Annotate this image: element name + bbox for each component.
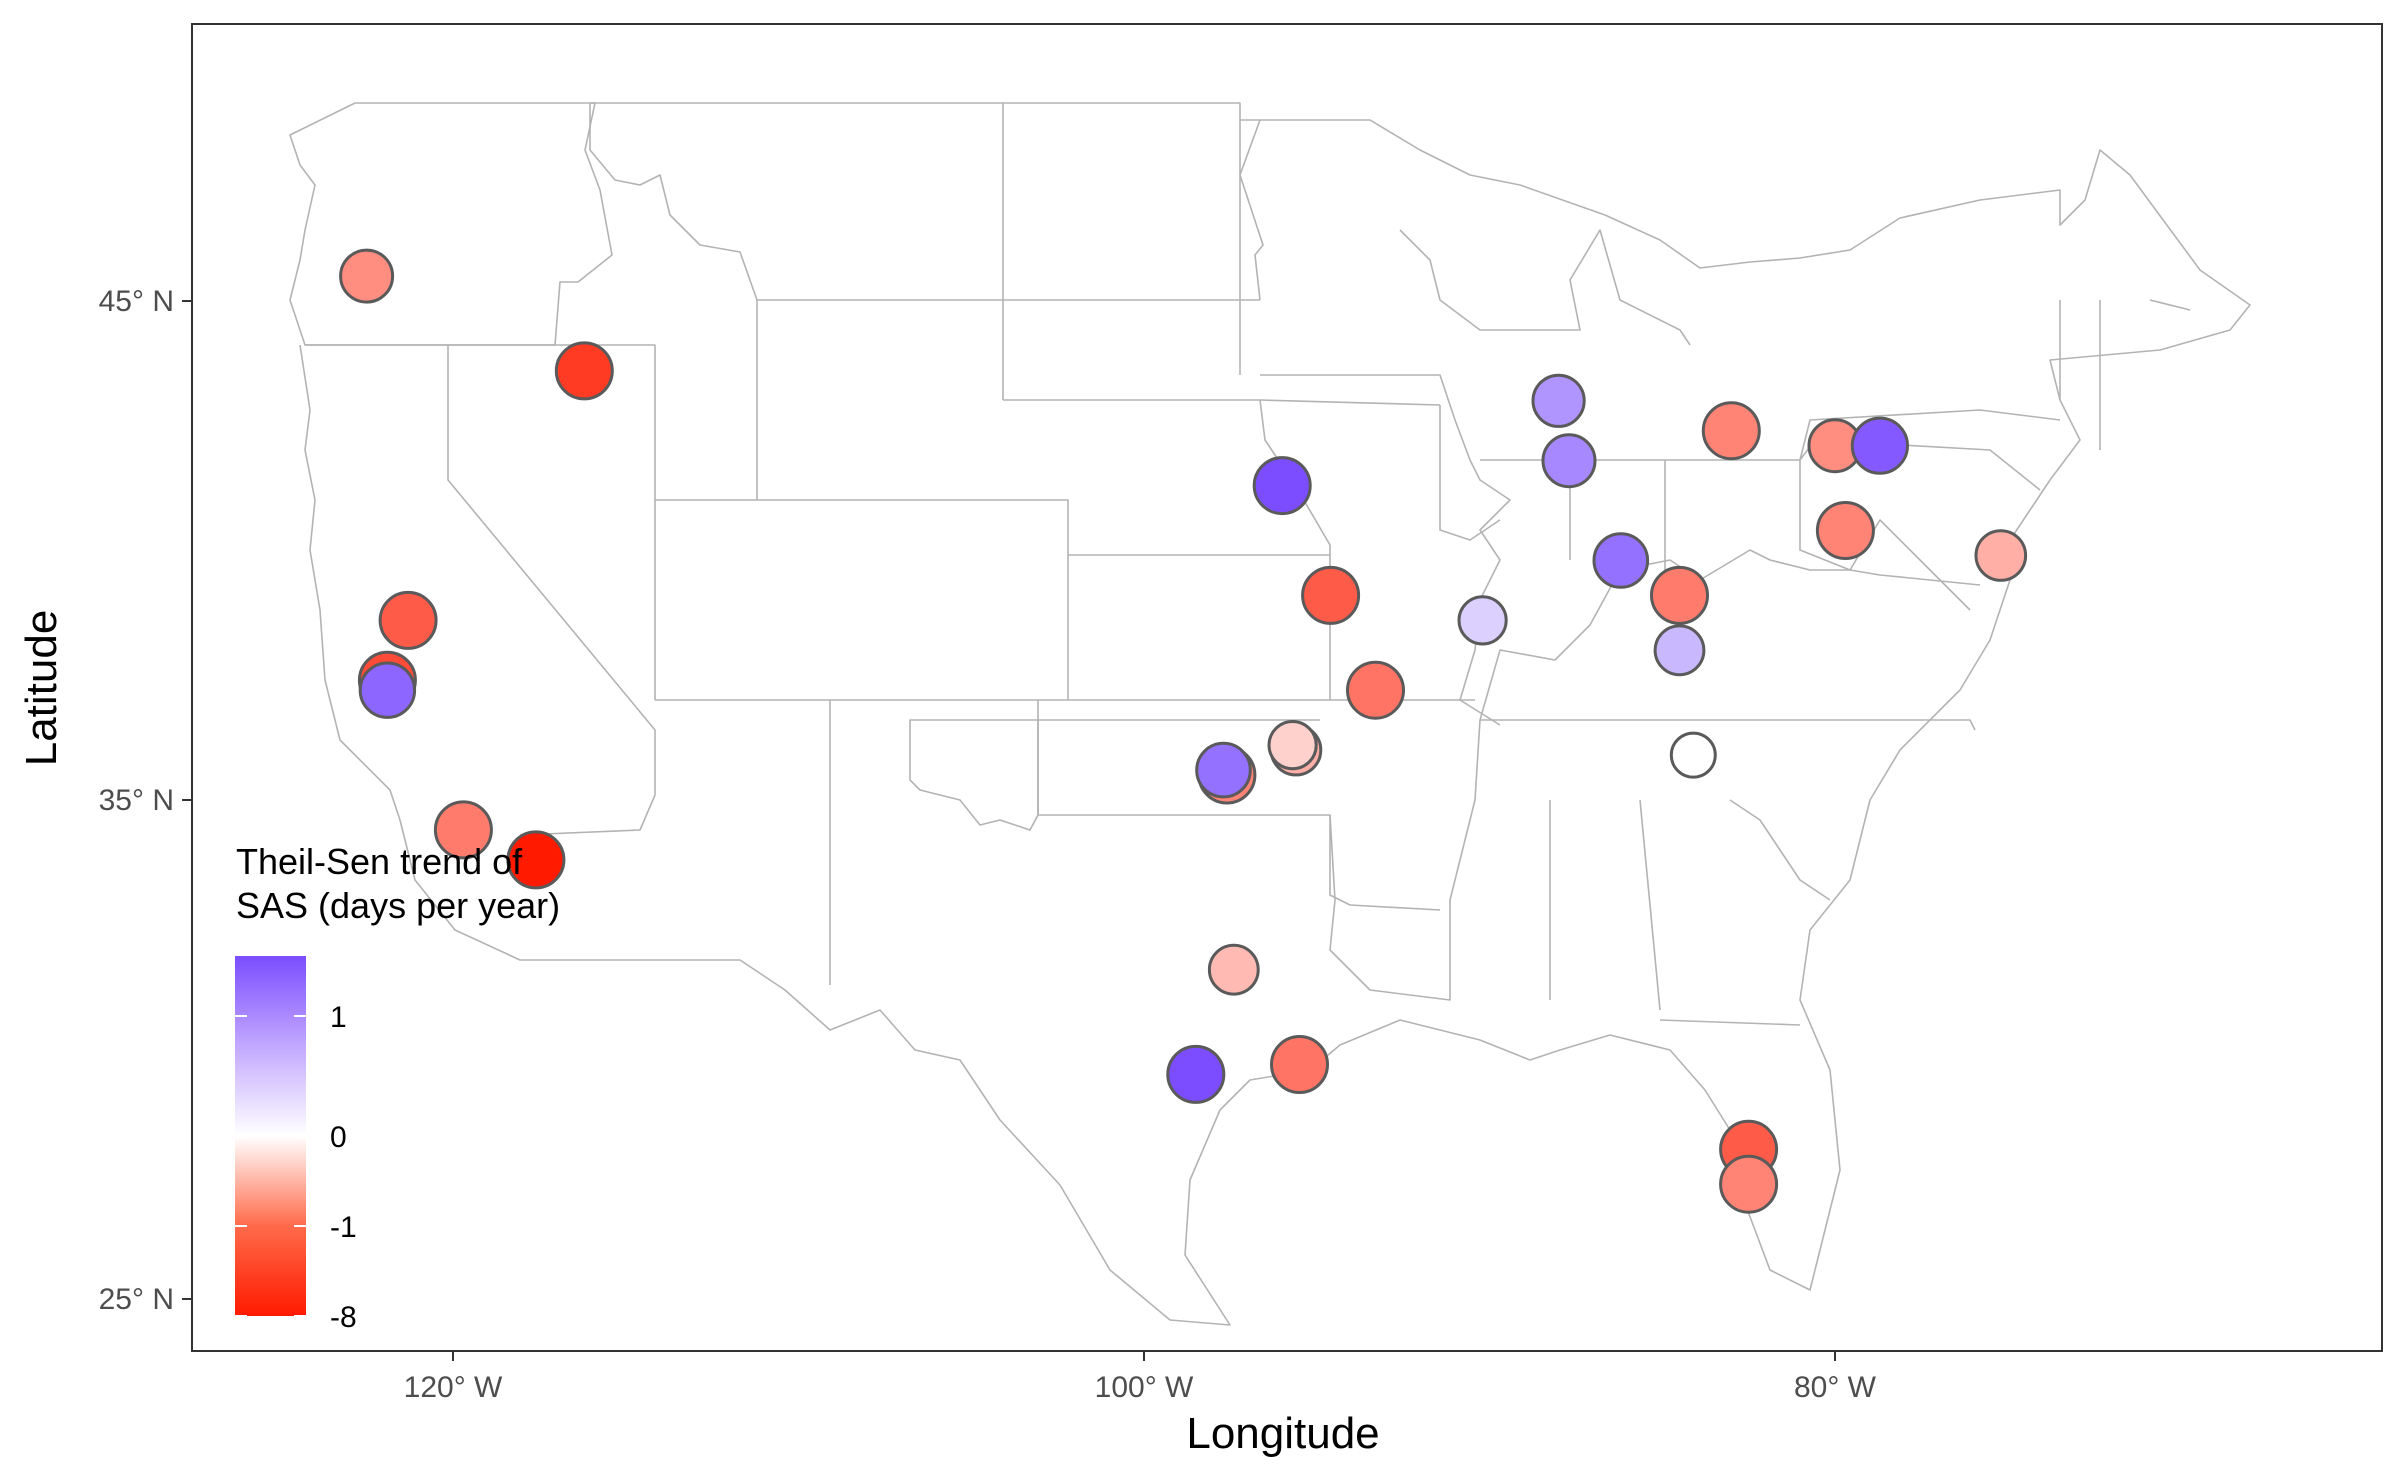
- station-point: [1541, 433, 1597, 489]
- y-axis-ticks: 25° N 35° N 45° N: [99, 285, 192, 1316]
- station-point: [1701, 401, 1761, 461]
- legend-title-line-2: SAS (days per year): [236, 885, 560, 926]
- station-point: [1252, 456, 1312, 516]
- legend-break-label: -1: [330, 1211, 357, 1244]
- station-point: [1719, 1154, 1779, 1214]
- station-point: [1531, 373, 1586, 428]
- station-point: [1650, 565, 1709, 625]
- legend-title-line-1: Theil-Sen trend of: [236, 841, 523, 882]
- station-point: [506, 830, 566, 890]
- x-tick-label: 80° W: [1794, 1371, 1877, 1404]
- legend: Theil-Sen trend of SAS (days per year) 1…: [235, 841, 560, 1334]
- station-point: [1301, 565, 1361, 625]
- x-tick-label: 100° W: [1095, 1371, 1194, 1404]
- legend-break-label: 1: [330, 1001, 347, 1034]
- station-point: [1166, 1044, 1226, 1104]
- station-point: [554, 341, 614, 401]
- station-point: [1653, 624, 1706, 677]
- legend-breaks: 1 0 -1 -8: [235, 1001, 357, 1334]
- legend-break-label: 0: [330, 1121, 347, 1154]
- station-point: [433, 800, 493, 860]
- station-point: [358, 661, 417, 719]
- us-states-basemap: [289, 102, 2251, 1326]
- y-tick-label: 45° N: [99, 285, 174, 318]
- plot-panel: [191, 23, 2383, 1352]
- x-tick-label: 120° W: [404, 1371, 503, 1404]
- station-point: [1850, 416, 1910, 475]
- x-axis-ticks: 120° W 100° W 80° W: [404, 1351, 1877, 1404]
- station-point: [1346, 660, 1405, 720]
- y-axis-title: Latitude: [17, 610, 66, 767]
- station-point: [1669, 731, 1717, 779]
- station-point: [378, 590, 438, 650]
- station-point: [1974, 529, 2028, 582]
- station-point: [1270, 1035, 1329, 1094]
- legend-break-label: -8: [330, 1301, 357, 1334]
- station-point: [339, 248, 395, 304]
- x-axis-title: Longitude: [1186, 1409, 1379, 1458]
- station-point: [1207, 943, 1260, 996]
- station-point: [1592, 532, 1650, 589]
- y-tick-label: 35° N: [99, 784, 174, 817]
- station-point: [1457, 595, 1508, 646]
- station-point: [1267, 720, 1318, 771]
- y-tick-label: 25° N: [99, 1283, 174, 1316]
- station-point: [1815, 501, 1875, 560]
- station-point: [1195, 741, 1252, 799]
- station-points: [339, 248, 2028, 1214]
